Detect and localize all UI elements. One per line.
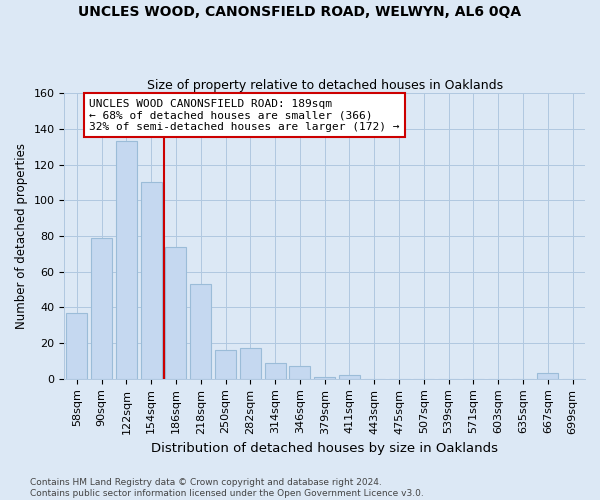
Bar (289, 366, 310, 379)
Text: UNCLES WOOD, CANONSFIELD ROAD, WELWYN, AL6 0QA: UNCLES WOOD, CANONSFIELD ROAD, WELWYN, A… (79, 5, 521, 19)
Bar (166, 246, 187, 379)
Bar (91, 238, 112, 379)
Bar (537, 374, 559, 379)
X-axis label: Distribution of detached houses by size in Oaklands: Distribution of detached houses by size … (151, 442, 498, 455)
Y-axis label: Number of detached properties: Number of detached properties (15, 143, 28, 329)
Text: UNCLES WOOD CANONSFIELD ROAD: 189sqm
← 68% of detached houses are smaller (366)
: UNCLES WOOD CANONSFIELD ROAD: 189sqm ← 6… (89, 98, 400, 132)
Title: Size of property relative to detached houses in Oaklands: Size of property relative to detached ho… (146, 79, 503, 92)
Bar (116, 142, 137, 379)
Bar (314, 377, 335, 379)
Bar (190, 284, 211, 379)
Bar (66, 313, 88, 379)
Bar (140, 182, 162, 379)
Bar (265, 363, 286, 379)
Bar (240, 348, 261, 379)
Bar (215, 350, 236, 379)
Bar (339, 375, 360, 379)
Text: Contains HM Land Registry data © Crown copyright and database right 2024.
Contai: Contains HM Land Registry data © Crown c… (30, 478, 424, 498)
